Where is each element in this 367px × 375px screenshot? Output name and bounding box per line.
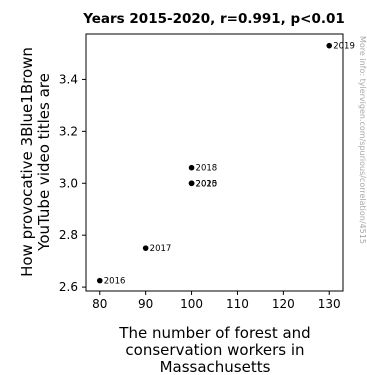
data-point-label: 2015: [196, 179, 218, 189]
chart-title: Years 2015-2020, r=0.991, p<0.01: [82, 11, 345, 27]
data-point: [188, 164, 195, 171]
x-tick-label: 110: [226, 297, 249, 311]
data-point-label: 2017: [150, 244, 172, 254]
data-point: [326, 42, 333, 49]
data-point: [142, 245, 149, 251]
y-axis-ticks: 2.6 2.8 3.0 3.2 3.4: [59, 72, 86, 294]
x-axis-label-line-3: Massachusetts: [160, 358, 271, 375]
data-point-label: 2020: [196, 179, 218, 189]
x-axis-label-line-2: conservation workers in: [125, 341, 304, 359]
plot-frame: [85, 33, 344, 292]
x-tick-label: 90: [138, 297, 153, 311]
y-axis-label-line-2: YouTube video titles are: [35, 73, 53, 252]
data-point: [96, 277, 103, 284]
y-tick-label: 3.2: [59, 124, 78, 138]
watermark-text: More info: tylervigen.com/spurious/corre…: [358, 36, 367, 244]
y-tick-label: 3.0: [59, 176, 78, 190]
data-point: [188, 180, 195, 187]
data-point-label: 2018: [196, 164, 218, 174]
data-point-label: 2019: [333, 42, 355, 52]
x-axis-label-line-1: The number of forest and: [118, 324, 310, 342]
x-axis-label: The number of forest and conservation wo…: [118, 324, 310, 375]
x-axis-ticks: 80 90 100 110 120 130: [92, 291, 341, 311]
x-tick-label: 130: [318, 297, 341, 311]
x-tick-label: 80: [92, 297, 107, 311]
y-axis-label: How provocative 3Blue1Brown YouTube vide…: [18, 47, 53, 277]
x-tick-label: 120: [272, 297, 295, 311]
y-tick-label: 2.6: [59, 280, 78, 294]
y-tick-label: 2.8: [59, 228, 78, 242]
x-tick-label: 100: [180, 297, 203, 311]
y-axis-label-line-1: How provocative 3Blue1Brown: [18, 47, 36, 277]
data-point-label: 2016: [104, 277, 126, 287]
y-tick-label: 3.4: [59, 72, 78, 86]
